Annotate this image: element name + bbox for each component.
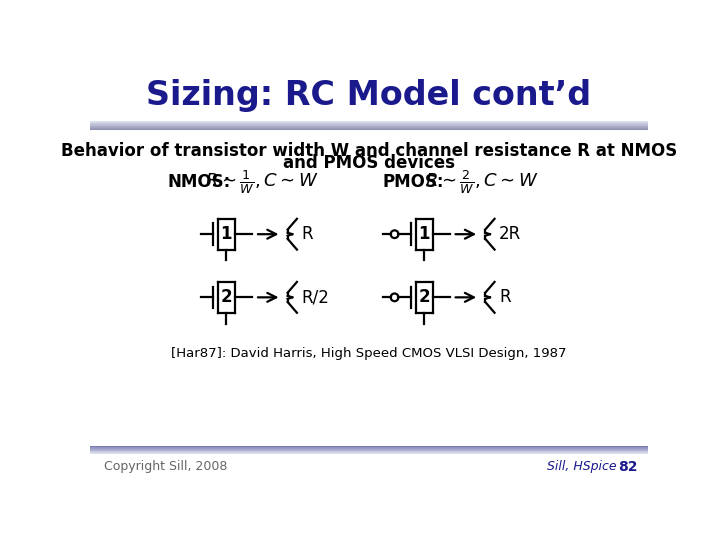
Bar — [90, 126, 648, 127]
Text: 2R: 2R — [499, 225, 521, 243]
Text: 1: 1 — [220, 225, 232, 243]
Text: 82: 82 — [618, 460, 637, 474]
Text: R/2: R/2 — [302, 288, 330, 306]
Text: $R \sim \frac{1}{W}, C \sim W$: $R \sim \frac{1}{W}, C \sim W$ — [204, 168, 318, 196]
Text: R: R — [499, 288, 510, 306]
Text: and PMOS devices: and PMOS devices — [283, 154, 455, 172]
Bar — [90, 448, 648, 449]
Text: NMOS:: NMOS: — [168, 173, 230, 191]
Bar — [90, 452, 648, 453]
Bar — [90, 451, 648, 452]
Bar — [90, 447, 648, 448]
Bar — [90, 129, 648, 130]
Bar — [90, 123, 648, 124]
Bar — [90, 128, 648, 129]
Text: Behavior of transistor width W and channel resistance R at NMOS: Behavior of transistor width W and chann… — [61, 142, 677, 160]
Text: [Har87]: David Harris, High Speed CMOS VLSI Design, 1987: [Har87]: David Harris, High Speed CMOS V… — [171, 347, 567, 360]
Text: $R \sim \frac{2}{W}, C \sim W$: $R \sim \frac{2}{W}, C \sim W$ — [425, 168, 539, 196]
Bar — [90, 453, 648, 454]
Bar — [90, 446, 648, 447]
Text: 1: 1 — [418, 225, 430, 243]
Text: Sill, HSpice: Sill, HSpice — [547, 460, 617, 473]
Bar — [90, 124, 648, 125]
Text: 2: 2 — [220, 288, 233, 306]
Text: PMOS:: PMOS: — [383, 173, 444, 191]
Text: Sizing: RC Model cont’d: Sizing: RC Model cont’d — [146, 79, 592, 112]
Bar — [90, 450, 648, 451]
Text: 2: 2 — [418, 288, 430, 306]
Bar — [90, 449, 648, 450]
Bar — [90, 125, 648, 126]
Text: R: R — [302, 225, 313, 243]
Text: Copyright Sill, 2008: Copyright Sill, 2008 — [104, 460, 228, 473]
Bar — [90, 127, 648, 128]
Bar — [90, 122, 648, 123]
Bar — [90, 121, 648, 122]
